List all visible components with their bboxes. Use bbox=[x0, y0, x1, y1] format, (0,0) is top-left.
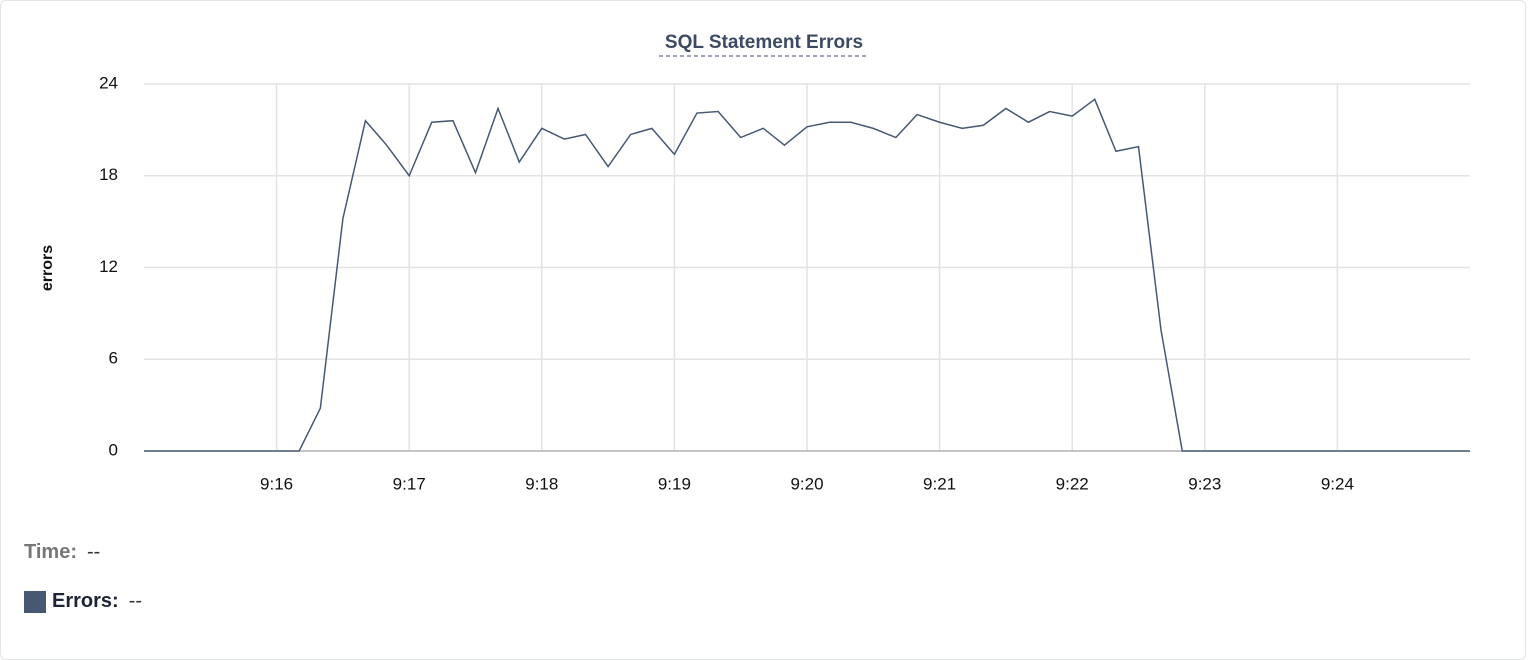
x-tick-label: 9:19 bbox=[658, 474, 691, 493]
series-value: -- bbox=[128, 590, 143, 612]
x-tick-label: 9:22 bbox=[1056, 474, 1089, 493]
x-tick-label: 9:16 bbox=[260, 474, 293, 493]
series-readout: Errors: -- bbox=[24, 590, 142, 613]
time-label: Time: bbox=[24, 541, 77, 563]
x-tick-label: 9:24 bbox=[1321, 474, 1354, 493]
y-tick-label: 6 bbox=[109, 349, 118, 368]
chart-title: SQL Statement Errors bbox=[665, 32, 863, 53]
legend-label: Errors: bbox=[52, 590, 119, 612]
x-tick-label: 9:18 bbox=[525, 474, 558, 493]
y-axis-label: errors bbox=[39, 245, 56, 291]
chart: SQL Statement Errors errors 0 6 12 18 24 9:16… bbox=[39, 32, 1470, 493]
y-tick-label: 0 bbox=[109, 440, 118, 459]
y-tick-label: 18 bbox=[99, 165, 118, 184]
time-readout: Time: -- bbox=[24, 541, 100, 564]
x-tick-label: 9:21 bbox=[923, 474, 956, 493]
y-tick-label: 24 bbox=[99, 73, 118, 92]
y-tick-label: 12 bbox=[99, 257, 118, 276]
legend-swatch bbox=[24, 590, 46, 613]
data-line bbox=[144, 98, 1470, 452]
x-tick-label: 9:17 bbox=[393, 474, 426, 493]
x-tick-label: 9:23 bbox=[1188, 474, 1221, 493]
time-value: -- bbox=[86, 541, 101, 563]
x-tick-label: 9:20 bbox=[790, 474, 823, 493]
